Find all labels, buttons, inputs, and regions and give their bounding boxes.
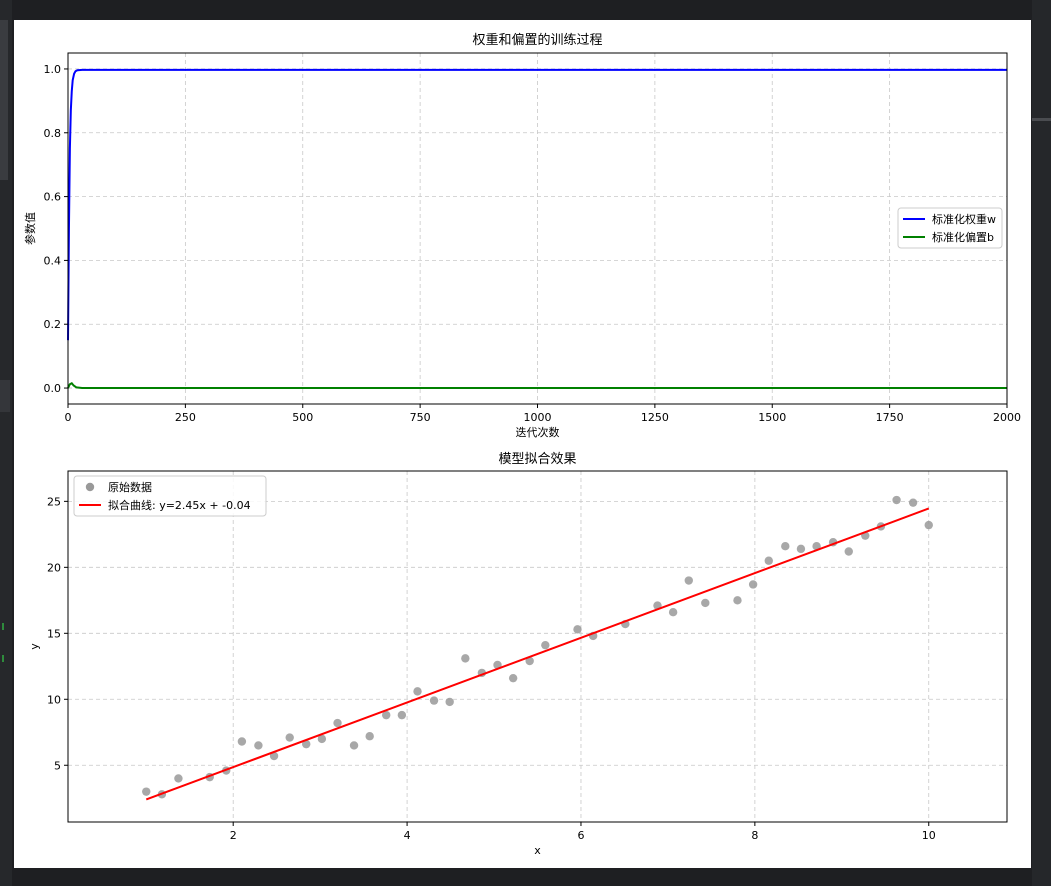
data-point (796, 544, 806, 554)
series-line-0 (67, 68, 1007, 341)
data-point (285, 733, 294, 742)
plot-frame (67, 470, 1008, 823)
data-point (365, 732, 374, 741)
data-point (892, 495, 901, 505)
legend-marker (85, 482, 95, 492)
chart-title: 模型拟合效果 (498, 452, 576, 467)
x-tick-label: 8 (751, 829, 758, 842)
gutter-change-marker (2, 623, 4, 630)
legend-label: 标准化偏置b (932, 230, 994, 244)
y-tick-label: 1.0 (44, 63, 62, 76)
data-point (237, 737, 247, 746)
data-point (382, 710, 391, 720)
x-tick-label: 2 (230, 829, 237, 842)
y-tick-label: 15 (47, 627, 61, 640)
data-point (844, 547, 853, 556)
y-axis-label: y (28, 643, 41, 650)
y-tick-label: 0.4 (44, 254, 62, 267)
data-point (781, 542, 790, 551)
editor-gutter (0, 0, 12, 886)
x-tick-label: 0 (65, 411, 72, 424)
y-tick-label: 20 (47, 561, 61, 574)
data-point (429, 696, 439, 705)
data-point (413, 687, 422, 696)
x-tick-label: 10 (922, 829, 936, 842)
x-tick-label: 1750 (876, 411, 904, 424)
legend-box (73, 475, 267, 517)
x-tick-label: 500 (292, 411, 313, 424)
y-tick-label: 10 (47, 693, 61, 706)
chart-title: 权重和偏置的训练过程 (472, 32, 602, 48)
data-point (525, 656, 534, 666)
x-tick-label: 1500 (758, 411, 786, 424)
data-point (573, 625, 582, 634)
gutter-scroll-block (0, 20, 8, 180)
series-line-1 (67, 382, 1007, 390)
data-point (541, 640, 550, 650)
data-point (142, 787, 151, 796)
x-tick-label: 1000 (524, 411, 552, 424)
scrollbar-thumb[interactable] (1032, 118, 1051, 121)
data-point (317, 734, 327, 744)
y-tick-label: 5 (54, 759, 61, 772)
x-tick-label: 1250 (641, 411, 669, 424)
data-point (668, 607, 678, 617)
data-point (684, 576, 693, 585)
data-point (174, 774, 183, 783)
x-tick-label: 750 (410, 411, 431, 424)
data-point (748, 580, 758, 589)
legend-label: 原始数据 (108, 480, 152, 494)
data-point (924, 520, 933, 530)
data-point (733, 596, 742, 605)
data-point (302, 739, 311, 749)
y-tick-label: 25 (47, 495, 61, 508)
legend-label: 拟合曲线: y=2.45x + -0.04 (108, 498, 251, 512)
x-tick-label: 2000 (993, 411, 1021, 424)
data-point (333, 718, 342, 728)
y-tick-label: 0.8 (44, 127, 62, 140)
y-tick-label: 0.0 (44, 382, 62, 395)
x-axis-label: 迭代次数 (516, 425, 560, 439)
data-point (908, 498, 918, 507)
gutter-change-marker (2, 655, 4, 662)
y-tick-label: 0.6 (44, 191, 62, 204)
data-point (254, 741, 263, 750)
x-tick-label: 6 (577, 829, 584, 842)
y-tick-label: 0.2 (44, 318, 62, 331)
y-axis-label: 参数值 (23, 212, 37, 245)
x-tick-label: 250 (175, 411, 196, 424)
gutter-block (0, 380, 10, 412)
data-point (812, 542, 821, 551)
data-point (508, 673, 518, 683)
data-point (349, 741, 359, 750)
x-tick-label: 4 (404, 829, 411, 842)
series-line-1 (145, 507, 930, 801)
data-point (701, 598, 710, 608)
data-point (269, 751, 279, 761)
data-point (397, 710, 407, 720)
legend-label: 标准化权重w (932, 212, 996, 226)
data-point (445, 697, 454, 707)
data-point (461, 654, 470, 663)
chart-canvas: 0 250 500 750 1000 1250 1500 1750 2000 0.0 0.2 0.4 0… (23, 32, 1021, 857)
editor-scrollbar[interactable] (1032, 0, 1051, 886)
x-axis-label: x (534, 844, 541, 857)
data-point (764, 556, 773, 565)
plot-figure: 0 250 500 750 1000 1250 1500 1750 2000 0.0 0.2 0.4 0… (14, 20, 1031, 868)
